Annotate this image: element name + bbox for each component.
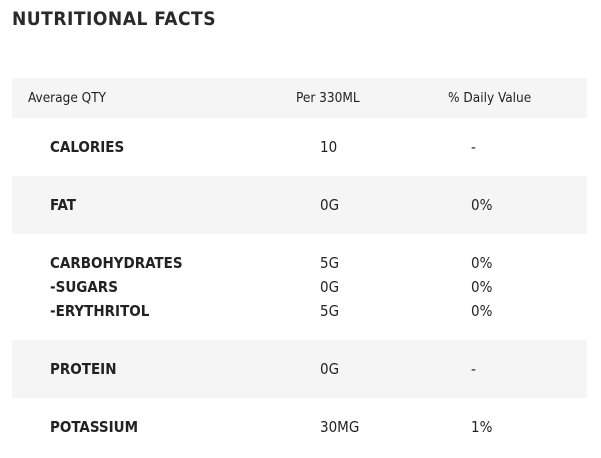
cell-text: 5G: [320, 302, 340, 320]
cell-text: POTASSIUM: [50, 418, 139, 436]
header-row: Average QTY Per 330ML% Daily Value: [12, 78, 587, 118]
table-row: POTASSIUM 30MG 1%: [12, 398, 587, 456]
table-cell: POTASSIUM: [12, 398, 296, 456]
cell-text: CARBOHYDRATES: [50, 254, 183, 272]
table-cell: 30MG: [296, 398, 448, 456]
cell-text: -ERYTHRITOL: [50, 302, 150, 320]
table-cell: PROTEIN: [12, 340, 296, 398]
cell-text: FAT: [50, 196, 76, 214]
cell-text: CALORIES: [50, 138, 125, 156]
cell-text: 0G: [320, 278, 340, 296]
cell-text: 1%: [471, 418, 493, 436]
table-cell: -: [448, 118, 587, 176]
table-cell: FAT: [12, 176, 296, 234]
column-header: % Daily Value: [448, 78, 587, 118]
cell-text: 30MG: [320, 418, 360, 436]
cell-text: 0%: [471, 302, 493, 320]
table-row: PROTEIN 0G -: [12, 340, 587, 398]
table-row: FAT 0G 0%: [12, 176, 587, 234]
cell-text: 0G: [320, 360, 340, 378]
column-header: Average QTY: [12, 78, 296, 118]
table-cell: 10: [296, 118, 448, 176]
table-cell: CARBOHYDRATES -SUGARS -ERYTHRITOL: [12, 234, 296, 340]
cell-text: 0%: [471, 196, 493, 214]
cell-text: -SUGARS: [50, 278, 118, 296]
table-cell: -: [448, 340, 587, 398]
table-cell: 5G 0G 5G: [296, 234, 448, 340]
cell-text: 0%: [471, 278, 493, 296]
table-cell: 1%: [448, 398, 587, 456]
table-cell: CALORIES: [12, 118, 296, 176]
table-row: CARBOHYDRATES -SUGARS -ERYTHRITOL 5G 0G 5G 0% 0…: [12, 234, 587, 340]
nutrition-table: Average QTY Per 330ML% Daily Value CALORI…: [12, 78, 587, 456]
cell-text: 0%: [471, 254, 493, 272]
table-cell: 0G: [296, 176, 448, 234]
cell-text: 5G: [320, 254, 340, 272]
table-cell: 0%: [448, 176, 587, 234]
table-cell: 0G: [296, 340, 448, 398]
cell-text: PROTEIN: [50, 360, 117, 378]
table-cell: 0% 0% 0%: [448, 234, 587, 340]
cell-text: 0G: [320, 196, 340, 214]
cell-text: -: [471, 360, 476, 378]
table-row: CALORIES 10 -: [12, 118, 587, 176]
cell-text: 10: [320, 138, 338, 156]
title: NUTRITIONAL FACTS: [12, 8, 217, 30]
cell-text: -: [471, 138, 476, 156]
column-header: Per 330ML: [296, 78, 448, 118]
